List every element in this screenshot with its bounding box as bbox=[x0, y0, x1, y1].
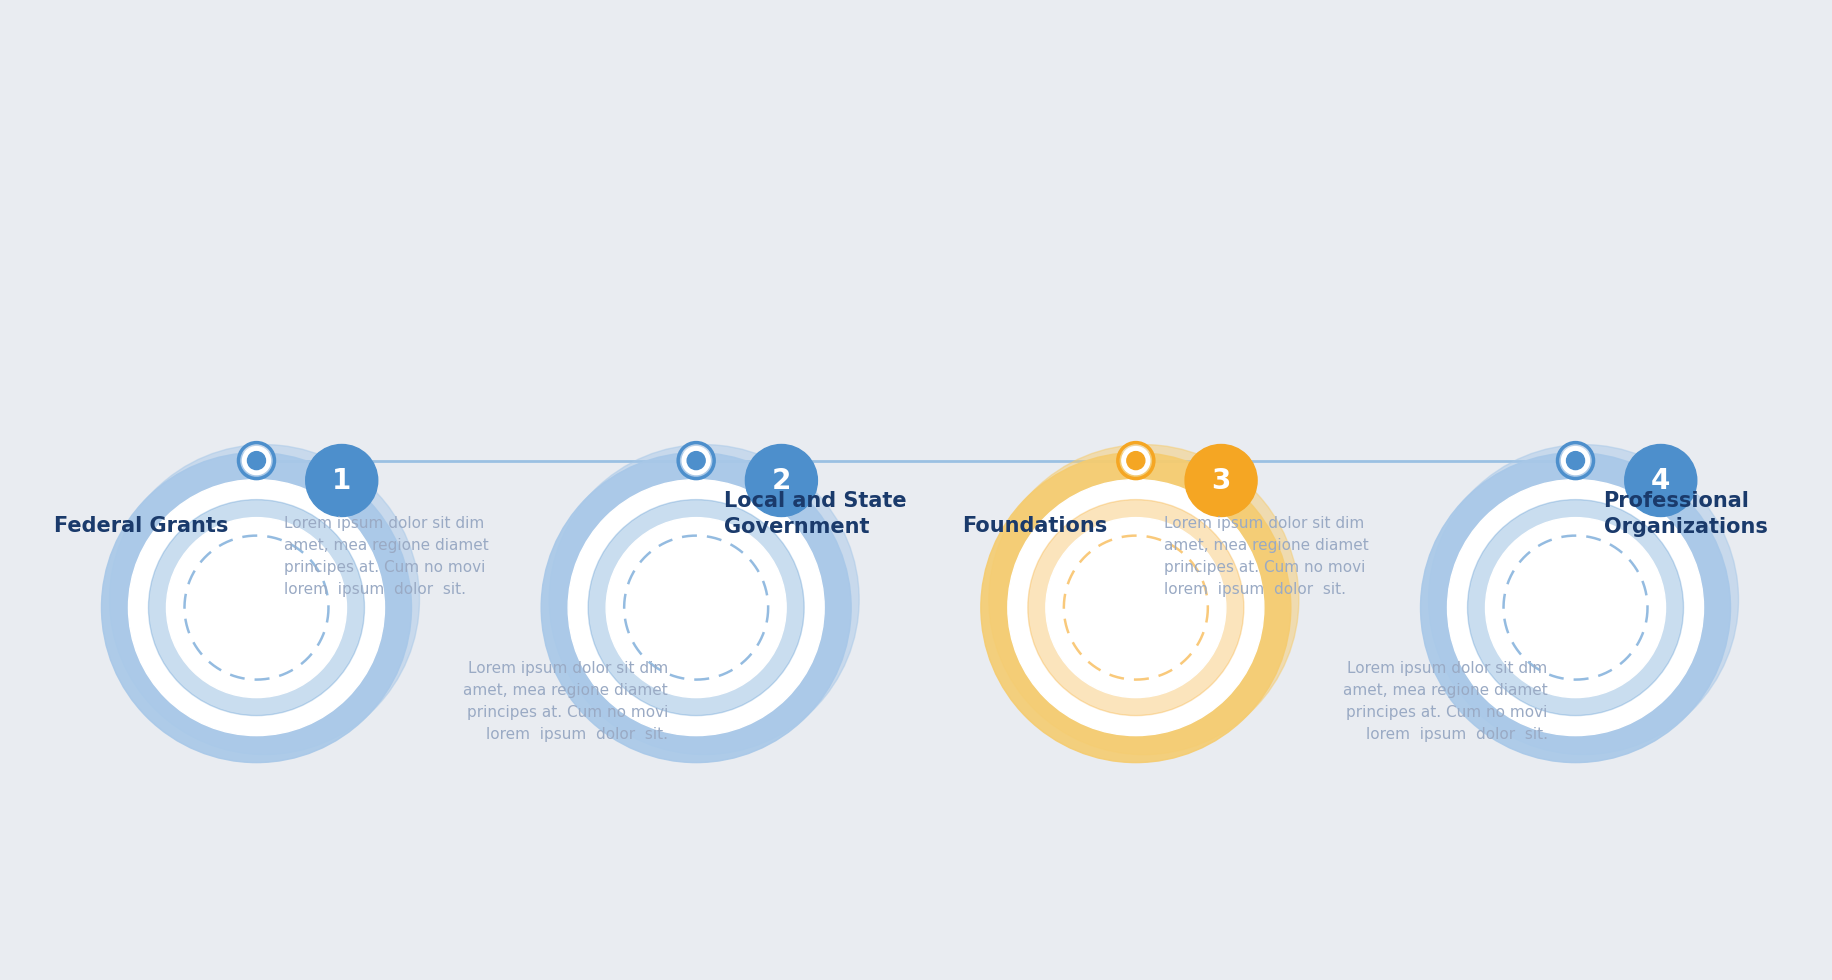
Circle shape bbox=[980, 453, 1292, 762]
Text: Professional
Organizations: Professional Organizations bbox=[1603, 491, 1768, 537]
Circle shape bbox=[989, 445, 1299, 755]
Circle shape bbox=[1127, 452, 1145, 469]
Circle shape bbox=[101, 453, 412, 762]
Circle shape bbox=[1566, 452, 1585, 469]
Text: 2: 2 bbox=[771, 466, 791, 495]
Circle shape bbox=[1486, 517, 1665, 698]
Text: Lorem ipsum dolor sit dim
amet, mea regione diamet
principes at. Cum no movi
lor: Lorem ipsum dolor sit dim amet, mea regi… bbox=[1343, 661, 1548, 742]
Circle shape bbox=[550, 445, 859, 755]
Text: Lorem ipsum dolor sit dim
amet, mea regione diamet
principes at. Cum no movi
lor: Lorem ipsum dolor sit dim amet, mea regi… bbox=[463, 661, 669, 742]
Circle shape bbox=[1420, 453, 1731, 762]
Circle shape bbox=[242, 447, 271, 474]
Circle shape bbox=[1121, 447, 1150, 474]
Circle shape bbox=[682, 447, 711, 474]
Circle shape bbox=[1467, 500, 1684, 715]
Circle shape bbox=[306, 445, 377, 516]
Circle shape bbox=[606, 517, 786, 698]
Circle shape bbox=[167, 517, 346, 698]
Circle shape bbox=[1625, 445, 1696, 516]
Circle shape bbox=[1561, 447, 1590, 474]
Text: Foundations: Foundations bbox=[962, 515, 1108, 536]
Text: 3: 3 bbox=[1211, 466, 1231, 495]
Circle shape bbox=[568, 479, 824, 736]
Text: Lorem ipsum dolor sit dim
amet, mea regione diamet
principes at. Cum no movi
lor: Lorem ipsum dolor sit dim amet, mea regi… bbox=[284, 515, 489, 597]
Circle shape bbox=[687, 452, 705, 469]
Text: 1: 1 bbox=[332, 466, 352, 495]
Circle shape bbox=[247, 452, 266, 469]
Circle shape bbox=[1185, 445, 1257, 516]
Circle shape bbox=[1447, 479, 1704, 736]
Text: 4: 4 bbox=[1651, 466, 1671, 495]
Circle shape bbox=[540, 453, 852, 762]
Text: Local and State
Government: Local and State Government bbox=[724, 491, 907, 537]
Circle shape bbox=[588, 500, 804, 715]
Circle shape bbox=[148, 500, 365, 715]
Circle shape bbox=[110, 445, 420, 755]
Circle shape bbox=[128, 479, 385, 736]
Circle shape bbox=[1028, 500, 1244, 715]
Text: Federal Grants: Federal Grants bbox=[55, 515, 229, 536]
Circle shape bbox=[1008, 479, 1264, 736]
Circle shape bbox=[746, 445, 817, 516]
Text: Lorem ipsum dolor sit dim
amet, mea regione diamet
principes at. Cum no movi
lor: Lorem ipsum dolor sit dim amet, mea regi… bbox=[1163, 515, 1369, 597]
Circle shape bbox=[1429, 445, 1739, 755]
Circle shape bbox=[1046, 517, 1226, 698]
